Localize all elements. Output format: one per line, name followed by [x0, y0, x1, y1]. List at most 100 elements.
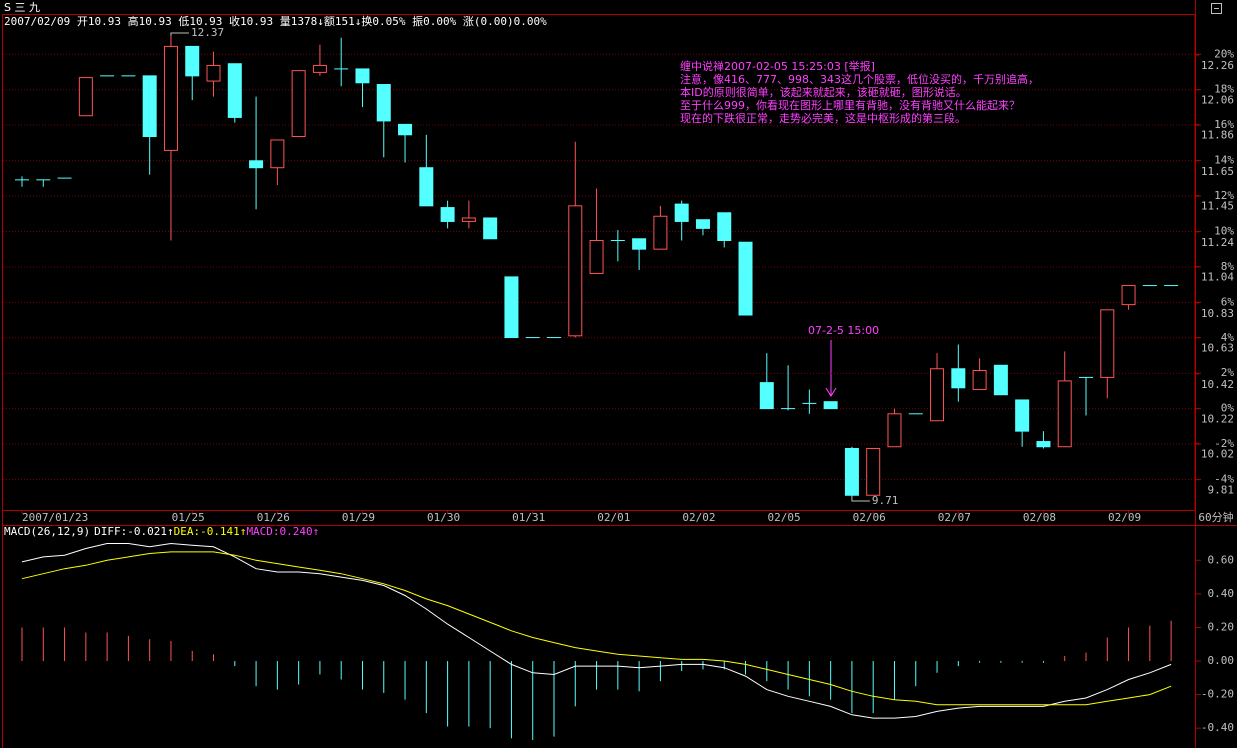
candle-body	[717, 212, 732, 242]
window-button[interactable]	[1211, 3, 1222, 14]
candle-body	[674, 203, 689, 222]
quote-info: 2007/02/09 开10.93 高10.93 低10.93 收10.93 量…	[4, 14, 547, 28]
annotation: 至于什么999，你看现在图形上哪里有背驰，没有背驰又什么能起来？	[680, 98, 1020, 112]
high-label: 12.37	[191, 26, 224, 39]
low-label: 9.71	[872, 494, 899, 507]
macd-line	[21, 551, 1172, 706]
candle-body	[930, 368, 945, 422]
y-tick-label: 11.45	[1201, 199, 1234, 212]
candle-body	[1015, 399, 1030, 432]
candle-body	[951, 368, 966, 389]
legend-entry: MACD:0.240↑	[246, 525, 319, 538]
stock-name: S 三 九	[4, 1, 40, 14]
y-tick-label: 9.81	[1208, 484, 1235, 497]
y-tick-label: 12.06	[1201, 94, 1234, 107]
candle-body	[738, 241, 753, 316]
y2-tick-label: 20%	[1214, 47, 1234, 60]
legend-entry: DEA:-0.141↑	[174, 525, 247, 538]
x-tick-label: 01/29	[342, 511, 375, 524]
candle-body	[440, 207, 455, 222]
y-tick-label: 0.40	[1208, 587, 1235, 600]
y-tick-label: 11.86	[1201, 128, 1234, 141]
y2-tick-label: 0%	[1221, 402, 1235, 415]
y2-tick-label: 16%	[1214, 118, 1234, 131]
high-pointer	[170, 32, 189, 36]
macd-legend: MACD(26,12,9) DIFF:-0.021↑DEA:-0.141↑MACD…	[4, 525, 319, 538]
candle-body	[419, 167, 434, 207]
x-tick-label: 01/26	[257, 511, 290, 524]
x-tick-label: 02/01	[597, 511, 630, 524]
y-tick-label: -0.40	[1201, 721, 1234, 734]
candle-body	[866, 447, 881, 496]
x-tick-label: 01/25	[172, 511, 205, 524]
candle-body	[1121, 285, 1136, 306]
candle-body	[142, 75, 157, 138]
annotation: 现在的下跌很正常，走势必完美，这是中枢形成的第三段。	[680, 111, 966, 125]
y2-tick-label: 18%	[1214, 83, 1234, 96]
candle-body	[163, 45, 178, 151]
y2-tick-label: 14%	[1214, 154, 1234, 167]
candle-body	[249, 160, 264, 169]
y2-tick-label: -2%	[1214, 437, 1234, 450]
y-tick-label: -0.20	[1201, 688, 1234, 701]
x-tick-label: 02/06	[853, 511, 886, 524]
x-tick-label: 02/07	[938, 511, 971, 524]
candle-body	[695, 219, 710, 229]
candle-body	[568, 205, 583, 337]
y2-tick-label: -4%	[1214, 473, 1234, 486]
x-tick-label: 02/08	[1023, 511, 1056, 524]
candle-body	[844, 447, 859, 496]
period-label: 60分钟	[1198, 510, 1233, 524]
candle-body	[398, 123, 413, 136]
y-tick-label: 0.20	[1208, 620, 1235, 633]
candle-body	[589, 240, 604, 274]
y-tick-label: 12.26	[1201, 59, 1234, 72]
candle-body	[759, 382, 774, 410]
legend-entry: DIFF:-0.021↑	[94, 525, 173, 538]
candle-body	[376, 84, 391, 122]
y2-tick-label: 4%	[1221, 331, 1235, 344]
candle-body	[972, 369, 987, 391]
y2-tick-label: 6%	[1221, 295, 1235, 308]
arrow-label: 07-2-5 15:00	[808, 324, 879, 337]
candle-body	[823, 401, 838, 410]
x-tick-label: 02/05	[768, 511, 801, 524]
candle-body	[185, 45, 200, 77]
y-tick-label: 10.02	[1201, 447, 1234, 460]
y2-tick-label: 10%	[1214, 224, 1234, 237]
annotation: 缠中说禅2007-02-05 15:25:03 [举报]	[680, 59, 875, 73]
candle-body	[1057, 380, 1072, 448]
candle-body	[270, 139, 285, 169]
y-tick-label: 10.42	[1201, 378, 1234, 391]
y2-tick-label: 8%	[1221, 260, 1235, 273]
candle-body	[355, 68, 370, 84]
x-tick-label: 01/30	[427, 511, 460, 524]
candle-body	[632, 238, 647, 250]
macd-title: MACD(26,12,9)	[4, 525, 90, 538]
x-tick-label: 02/02	[682, 511, 715, 524]
y-tick-label: 0.00	[1208, 654, 1235, 667]
y-tick-label: 0.60	[1208, 553, 1235, 566]
candle-body	[78, 77, 93, 117]
x-tick-label: 02/09	[1108, 511, 1141, 524]
x-tick-label: 2007/01/23	[22, 511, 88, 524]
candle-body	[227, 63, 242, 118]
candle-body	[206, 64, 221, 82]
x-tick-label: 01/31	[512, 511, 545, 524]
y-tick-label: 11.24	[1201, 236, 1234, 249]
y2-tick-label: 12%	[1214, 189, 1234, 202]
candle-body	[461, 217, 476, 222]
candle-body	[483, 217, 498, 240]
y-tick-label: 11.65	[1201, 165, 1234, 178]
arrow	[825, 340, 837, 397]
y-tick-label: 10.83	[1201, 307, 1234, 320]
candle-body	[653, 215, 668, 250]
y-tick-label: 10.22	[1201, 413, 1234, 426]
candle-body	[291, 70, 306, 138]
y-tick-label: 11.04	[1201, 270, 1234, 283]
candle-body	[504, 276, 519, 339]
y2-tick-label: 2%	[1221, 366, 1235, 379]
candle-body	[1100, 309, 1115, 378]
